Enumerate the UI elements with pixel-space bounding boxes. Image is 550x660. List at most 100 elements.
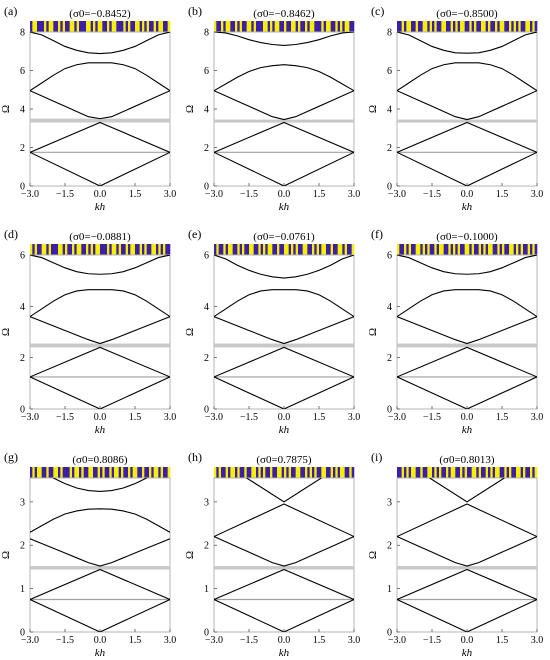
layer-cell (483, 21, 486, 32)
dispersion-curve (30, 316, 170, 345)
y-tick-label: 0 (387, 628, 392, 639)
layer-cell (474, 467, 477, 478)
layer-cell (263, 244, 266, 255)
x-tick-label: −1.5 (423, 189, 441, 200)
layer-cell (476, 467, 479, 478)
layer-cell (81, 21, 84, 32)
layer-pattern-strip (397, 244, 538, 255)
layer-cell (53, 244, 56, 255)
layer-cell (48, 467, 52, 478)
layer-cell (72, 467, 75, 478)
layer-cell (406, 21, 409, 32)
layer-cell (432, 467, 435, 478)
layer-cell (328, 244, 331, 255)
dispersion-curve (397, 255, 537, 275)
layer-cell (467, 467, 470, 478)
panel-d: (d) (σ0=−0.0881) −3.0 −1.5 0.0 1.5 3.0 0 2 4 6 kh Ω (0, 227, 176, 436)
layer-cell (249, 21, 252, 32)
x-tick-label: 0.0 (94, 189, 107, 200)
layer-cell (41, 21, 45, 32)
layer-cell (462, 21, 465, 32)
layer-cell (72, 21, 75, 32)
layer-cell (321, 244, 324, 255)
dispersion-curve (30, 289, 170, 318)
dispersion-curve (246, 478, 322, 503)
layer-cell (399, 21, 402, 32)
layer-cell (293, 21, 296, 32)
y-tick-label: 1 (387, 584, 392, 595)
dispersion-curve (429, 478, 505, 503)
layer-cell (408, 21, 412, 32)
layer-cell (281, 467, 285, 478)
layer-cell (81, 467, 84, 478)
x-tick-label: −3.0 (21, 189, 39, 200)
chart-title: (σ0=0.8013) (439, 454, 495, 466)
layer-cell (439, 21, 442, 32)
layer-cell (258, 244, 261, 255)
chart-title: (σ0=−0.0761) (253, 231, 315, 243)
layer-cell (453, 244, 456, 255)
layer-cell (221, 467, 224, 478)
layer-cell (95, 244, 98, 255)
layer-cell (420, 467, 423, 478)
y-tick-label: 6 (387, 251, 392, 262)
layer-cell (434, 21, 437, 32)
layer-cell (65, 467, 68, 478)
layer-cell (37, 467, 40, 478)
layer-cell (502, 21, 505, 32)
layer-cell (281, 244, 285, 255)
layer-cell (427, 467, 430, 478)
y-axis-label: Ω (367, 328, 379, 336)
layer-cell (399, 467, 402, 478)
y-tick-label: 6 (20, 251, 25, 262)
layer-cell (123, 21, 126, 32)
band-gap (30, 343, 170, 348)
layer-cell (485, 21, 489, 32)
layer-cell (102, 467, 105, 478)
layer-cell (244, 244, 247, 255)
x-tick-label: 1.5 (129, 412, 142, 423)
layer-cell (518, 467, 521, 478)
layer-cell (481, 21, 484, 32)
layer-cell (167, 467, 171, 478)
layer-cell (291, 244, 294, 255)
layer-cell (235, 244, 238, 255)
layer-cell (246, 21, 250, 32)
layer-cell (469, 21, 472, 32)
layer-cell (513, 467, 517, 478)
y-axis-label: Ω (367, 105, 379, 113)
dispersion-curve (397, 289, 537, 318)
layer-cell (485, 244, 489, 255)
dispersion-curve (30, 151, 170, 186)
dispersion-curve (397, 62, 537, 92)
layer-cell (284, 244, 287, 255)
layer-cell (116, 244, 119, 255)
layer-pattern-strip (214, 21, 355, 32)
layer-cell (158, 467, 161, 478)
layer-cell (446, 21, 449, 32)
layer-cell (460, 244, 463, 255)
layer-cell (225, 21, 229, 32)
layer-cell (239, 244, 243, 255)
layer-cell (434, 467, 437, 478)
layer-cell (214, 467, 217, 478)
layer-cell (156, 244, 159, 255)
layer-pattern-strip (30, 467, 171, 478)
layer-cell (422, 244, 426, 255)
layer-cell (107, 244, 110, 255)
layer-cell (527, 244, 531, 255)
layer-cell (293, 467, 296, 478)
layer-cell (274, 21, 278, 32)
layer-cell (319, 467, 322, 478)
layer-cell (455, 244, 458, 255)
layer-cell (349, 21, 352, 32)
layer-cell (406, 467, 409, 478)
layer-cell (139, 21, 143, 32)
layer-cell (464, 21, 468, 32)
layer-cell (267, 467, 271, 478)
layer-cell (295, 467, 299, 478)
layer-cell (314, 21, 317, 32)
layer-cell (81, 244, 84, 255)
layer-cell (471, 244, 475, 255)
layer-cell (309, 244, 313, 255)
